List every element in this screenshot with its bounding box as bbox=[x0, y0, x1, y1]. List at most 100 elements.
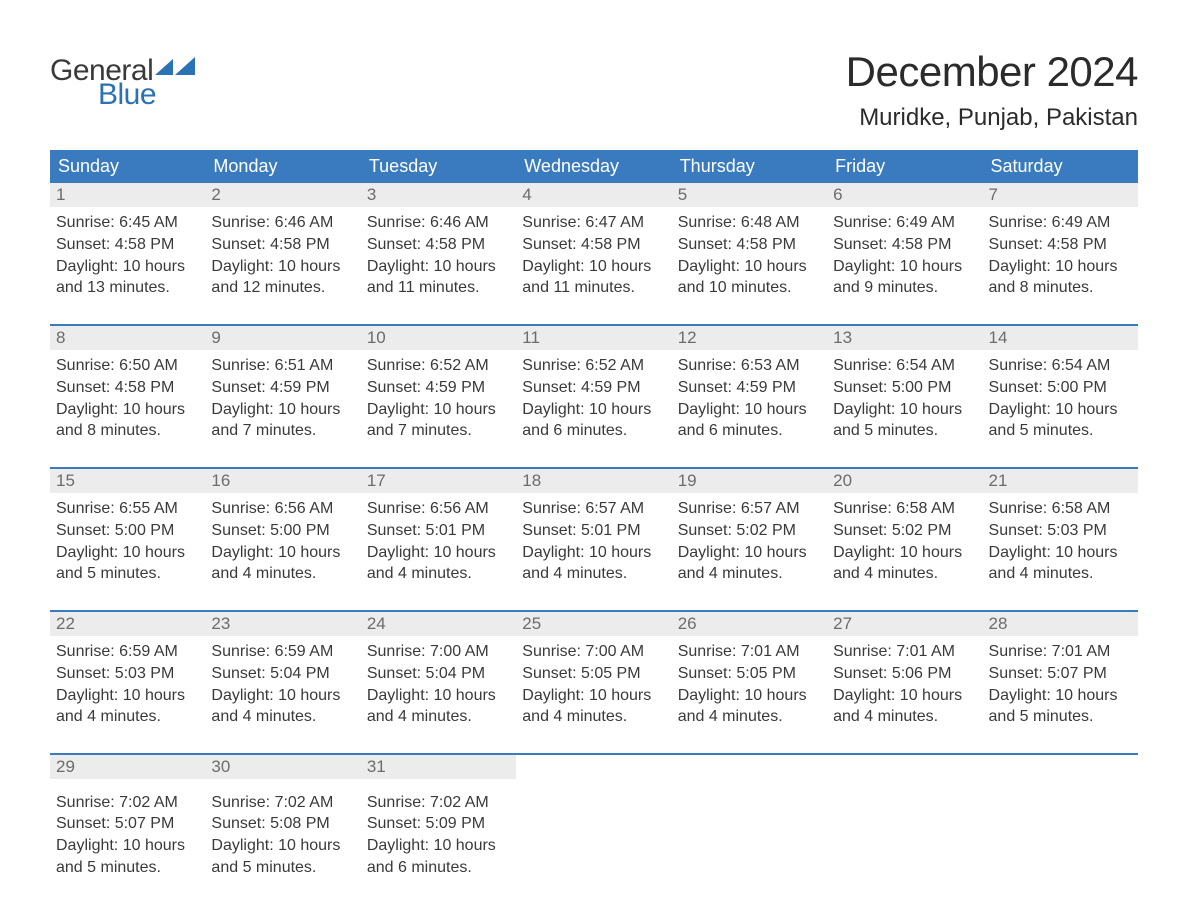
day-data-cell: Sunrise: 6:49 AMSunset: 4:58 PMDaylight:… bbox=[827, 207, 982, 325]
daylight-label-2: and 4 minutes. bbox=[367, 706, 510, 728]
day-number-cell: 2 bbox=[205, 183, 360, 207]
sunset-label: Sunset: 4:58 PM bbox=[833, 234, 976, 256]
daylight-label-1: Daylight: 10 hours bbox=[989, 399, 1132, 421]
daylight-label-1: Daylight: 10 hours bbox=[211, 542, 354, 564]
daylight-label-2: and 5 minutes. bbox=[833, 420, 976, 442]
sunset-label: Sunset: 4:59 PM bbox=[678, 377, 821, 399]
sunrise-label: Sunrise: 6:48 AM bbox=[678, 212, 821, 234]
sunrise-label: Sunrise: 7:00 AM bbox=[522, 641, 665, 663]
sunset-label: Sunset: 4:58 PM bbox=[678, 234, 821, 256]
sunrise-label: Sunrise: 6:46 AM bbox=[211, 212, 354, 234]
daylight-label-2: and 4 minutes. bbox=[522, 706, 665, 728]
sunset-label: Sunset: 5:01 PM bbox=[522, 520, 665, 542]
sunset-label: Sunset: 5:03 PM bbox=[56, 663, 199, 685]
week-daynum-row: 22232425262728 bbox=[50, 611, 1138, 636]
daylight-label-1: Daylight: 10 hours bbox=[56, 256, 199, 278]
daylight-label-2: and 4 minutes. bbox=[211, 706, 354, 728]
daylight-label-2: and 12 minutes. bbox=[211, 277, 354, 299]
week-data-row: Sunrise: 6:50 AMSunset: 4:58 PMDaylight:… bbox=[50, 350, 1138, 468]
dow-sunday: Sunday bbox=[50, 150, 205, 183]
day-data-cell: Sunrise: 6:49 AMSunset: 4:58 PMDaylight:… bbox=[983, 207, 1138, 325]
day-data-cell: Sunrise: 7:01 AMSunset: 5:06 PMDaylight:… bbox=[827, 636, 982, 754]
day-data-cell: Sunrise: 7:01 AMSunset: 5:07 PMDaylight:… bbox=[983, 636, 1138, 754]
sunrise-label: Sunrise: 6:56 AM bbox=[367, 498, 510, 520]
daylight-label-2: and 6 minutes. bbox=[367, 857, 510, 879]
day-number-cell: 16 bbox=[205, 468, 360, 493]
sunrise-label: Sunrise: 6:59 AM bbox=[211, 641, 354, 663]
sunrise-label: Sunrise: 6:49 AM bbox=[833, 212, 976, 234]
sunset-label: Sunset: 4:59 PM bbox=[522, 377, 665, 399]
daylight-label-2: and 4 minutes. bbox=[833, 563, 976, 585]
day-number-cell: 7 bbox=[983, 183, 1138, 207]
brand-logo: General Blue bbox=[50, 48, 197, 112]
day-number-cell: 31 bbox=[361, 754, 516, 779]
day-number-cell: 8 bbox=[50, 325, 205, 350]
sunset-label: Sunset: 4:58 PM bbox=[522, 234, 665, 256]
sunrise-label: Sunrise: 6:54 AM bbox=[833, 355, 976, 377]
sunrise-label: Sunrise: 6:58 AM bbox=[833, 498, 976, 520]
day-number-cell: 29 bbox=[50, 754, 205, 779]
day-data-cell: Sunrise: 6:57 AMSunset: 5:02 PMDaylight:… bbox=[672, 493, 827, 611]
week-data-row: Sunrise: 6:45 AMSunset: 4:58 PMDaylight:… bbox=[50, 207, 1138, 325]
daylight-label-2: and 4 minutes. bbox=[678, 563, 821, 585]
day-data-cell: Sunrise: 6:52 AMSunset: 4:59 PMDaylight:… bbox=[361, 350, 516, 468]
sunrise-label: Sunrise: 7:00 AM bbox=[367, 641, 510, 663]
day-data-cell: Sunrise: 6:56 AMSunset: 5:00 PMDaylight:… bbox=[205, 493, 360, 611]
week-daynum-row: 1234567 bbox=[50, 183, 1138, 207]
sunset-label: Sunset: 5:01 PM bbox=[367, 520, 510, 542]
sunset-label: Sunset: 5:07 PM bbox=[989, 663, 1132, 685]
daylight-label-1: Daylight: 10 hours bbox=[56, 835, 199, 857]
daylight-label-1: Daylight: 10 hours bbox=[522, 256, 665, 278]
sunrise-label: Sunrise: 6:57 AM bbox=[522, 498, 665, 520]
day-number-cell: 20 bbox=[827, 468, 982, 493]
sunset-label: Sunset: 5:09 PM bbox=[367, 813, 510, 835]
day-data-cell bbox=[827, 779, 982, 897]
daylight-label-1: Daylight: 10 hours bbox=[678, 256, 821, 278]
daylight-label-1: Daylight: 10 hours bbox=[56, 685, 199, 707]
sunset-label: Sunset: 4:58 PM bbox=[211, 234, 354, 256]
dow-tuesday: Tuesday bbox=[361, 150, 516, 183]
daylight-label-2: and 6 minutes. bbox=[522, 420, 665, 442]
sunrise-label: Sunrise: 6:52 AM bbox=[522, 355, 665, 377]
day-number-cell: 30 bbox=[205, 754, 360, 779]
daylight-label-1: Daylight: 10 hours bbox=[211, 399, 354, 421]
day-number-cell: 1 bbox=[50, 183, 205, 207]
sunrise-label: Sunrise: 6:51 AM bbox=[211, 355, 354, 377]
daylight-label-2: and 4 minutes. bbox=[522, 563, 665, 585]
sunset-label: Sunset: 5:04 PM bbox=[367, 663, 510, 685]
daylight-label-2: and 4 minutes. bbox=[211, 563, 354, 585]
day-data-cell: Sunrise: 7:02 AMSunset: 5:07 PMDaylight:… bbox=[50, 779, 205, 897]
sunrise-label: Sunrise: 6:47 AM bbox=[522, 212, 665, 234]
daylight-label-1: Daylight: 10 hours bbox=[56, 542, 199, 564]
sunset-label: Sunset: 5:02 PM bbox=[678, 520, 821, 542]
sunset-label: Sunset: 5:06 PM bbox=[833, 663, 976, 685]
sunset-label: Sunset: 4:58 PM bbox=[367, 234, 510, 256]
sunset-label: Sunset: 4:58 PM bbox=[989, 234, 1132, 256]
sunset-label: Sunset: 5:02 PM bbox=[833, 520, 976, 542]
dow-monday: Monday bbox=[205, 150, 360, 183]
day-data-cell: Sunrise: 6:46 AMSunset: 4:58 PMDaylight:… bbox=[361, 207, 516, 325]
daylight-label-2: and 4 minutes. bbox=[989, 563, 1132, 585]
day-number-cell: 23 bbox=[205, 611, 360, 636]
day-number-cell bbox=[672, 754, 827, 779]
day-data-cell: Sunrise: 6:58 AMSunset: 5:03 PMDaylight:… bbox=[983, 493, 1138, 611]
day-number-cell: 17 bbox=[361, 468, 516, 493]
day-data-cell: Sunrise: 6:58 AMSunset: 5:02 PMDaylight:… bbox=[827, 493, 982, 611]
daylight-label-1: Daylight: 10 hours bbox=[367, 256, 510, 278]
daylight-label-2: and 5 minutes. bbox=[211, 857, 354, 879]
sunset-label: Sunset: 5:05 PM bbox=[522, 663, 665, 685]
day-number-cell: 3 bbox=[361, 183, 516, 207]
daylight-label-2: and 8 minutes. bbox=[56, 420, 199, 442]
calendar-table: Sunday Monday Tuesday Wednesday Thursday… bbox=[50, 150, 1138, 897]
sunset-label: Sunset: 5:00 PM bbox=[833, 377, 976, 399]
day-number-cell: 10 bbox=[361, 325, 516, 350]
sunrise-label: Sunrise: 6:50 AM bbox=[56, 355, 199, 377]
daylight-label-2: and 6 minutes. bbox=[678, 420, 821, 442]
day-number-cell: 19 bbox=[672, 468, 827, 493]
sunrise-label: Sunrise: 6:58 AM bbox=[989, 498, 1132, 520]
sunrise-label: Sunrise: 6:49 AM bbox=[989, 212, 1132, 234]
sunrise-label: Sunrise: 6:59 AM bbox=[56, 641, 199, 663]
day-data-cell: Sunrise: 6:46 AMSunset: 4:58 PMDaylight:… bbox=[205, 207, 360, 325]
day-data-cell: Sunrise: 6:47 AMSunset: 4:58 PMDaylight:… bbox=[516, 207, 671, 325]
day-data-cell: Sunrise: 6:53 AMSunset: 4:59 PMDaylight:… bbox=[672, 350, 827, 468]
